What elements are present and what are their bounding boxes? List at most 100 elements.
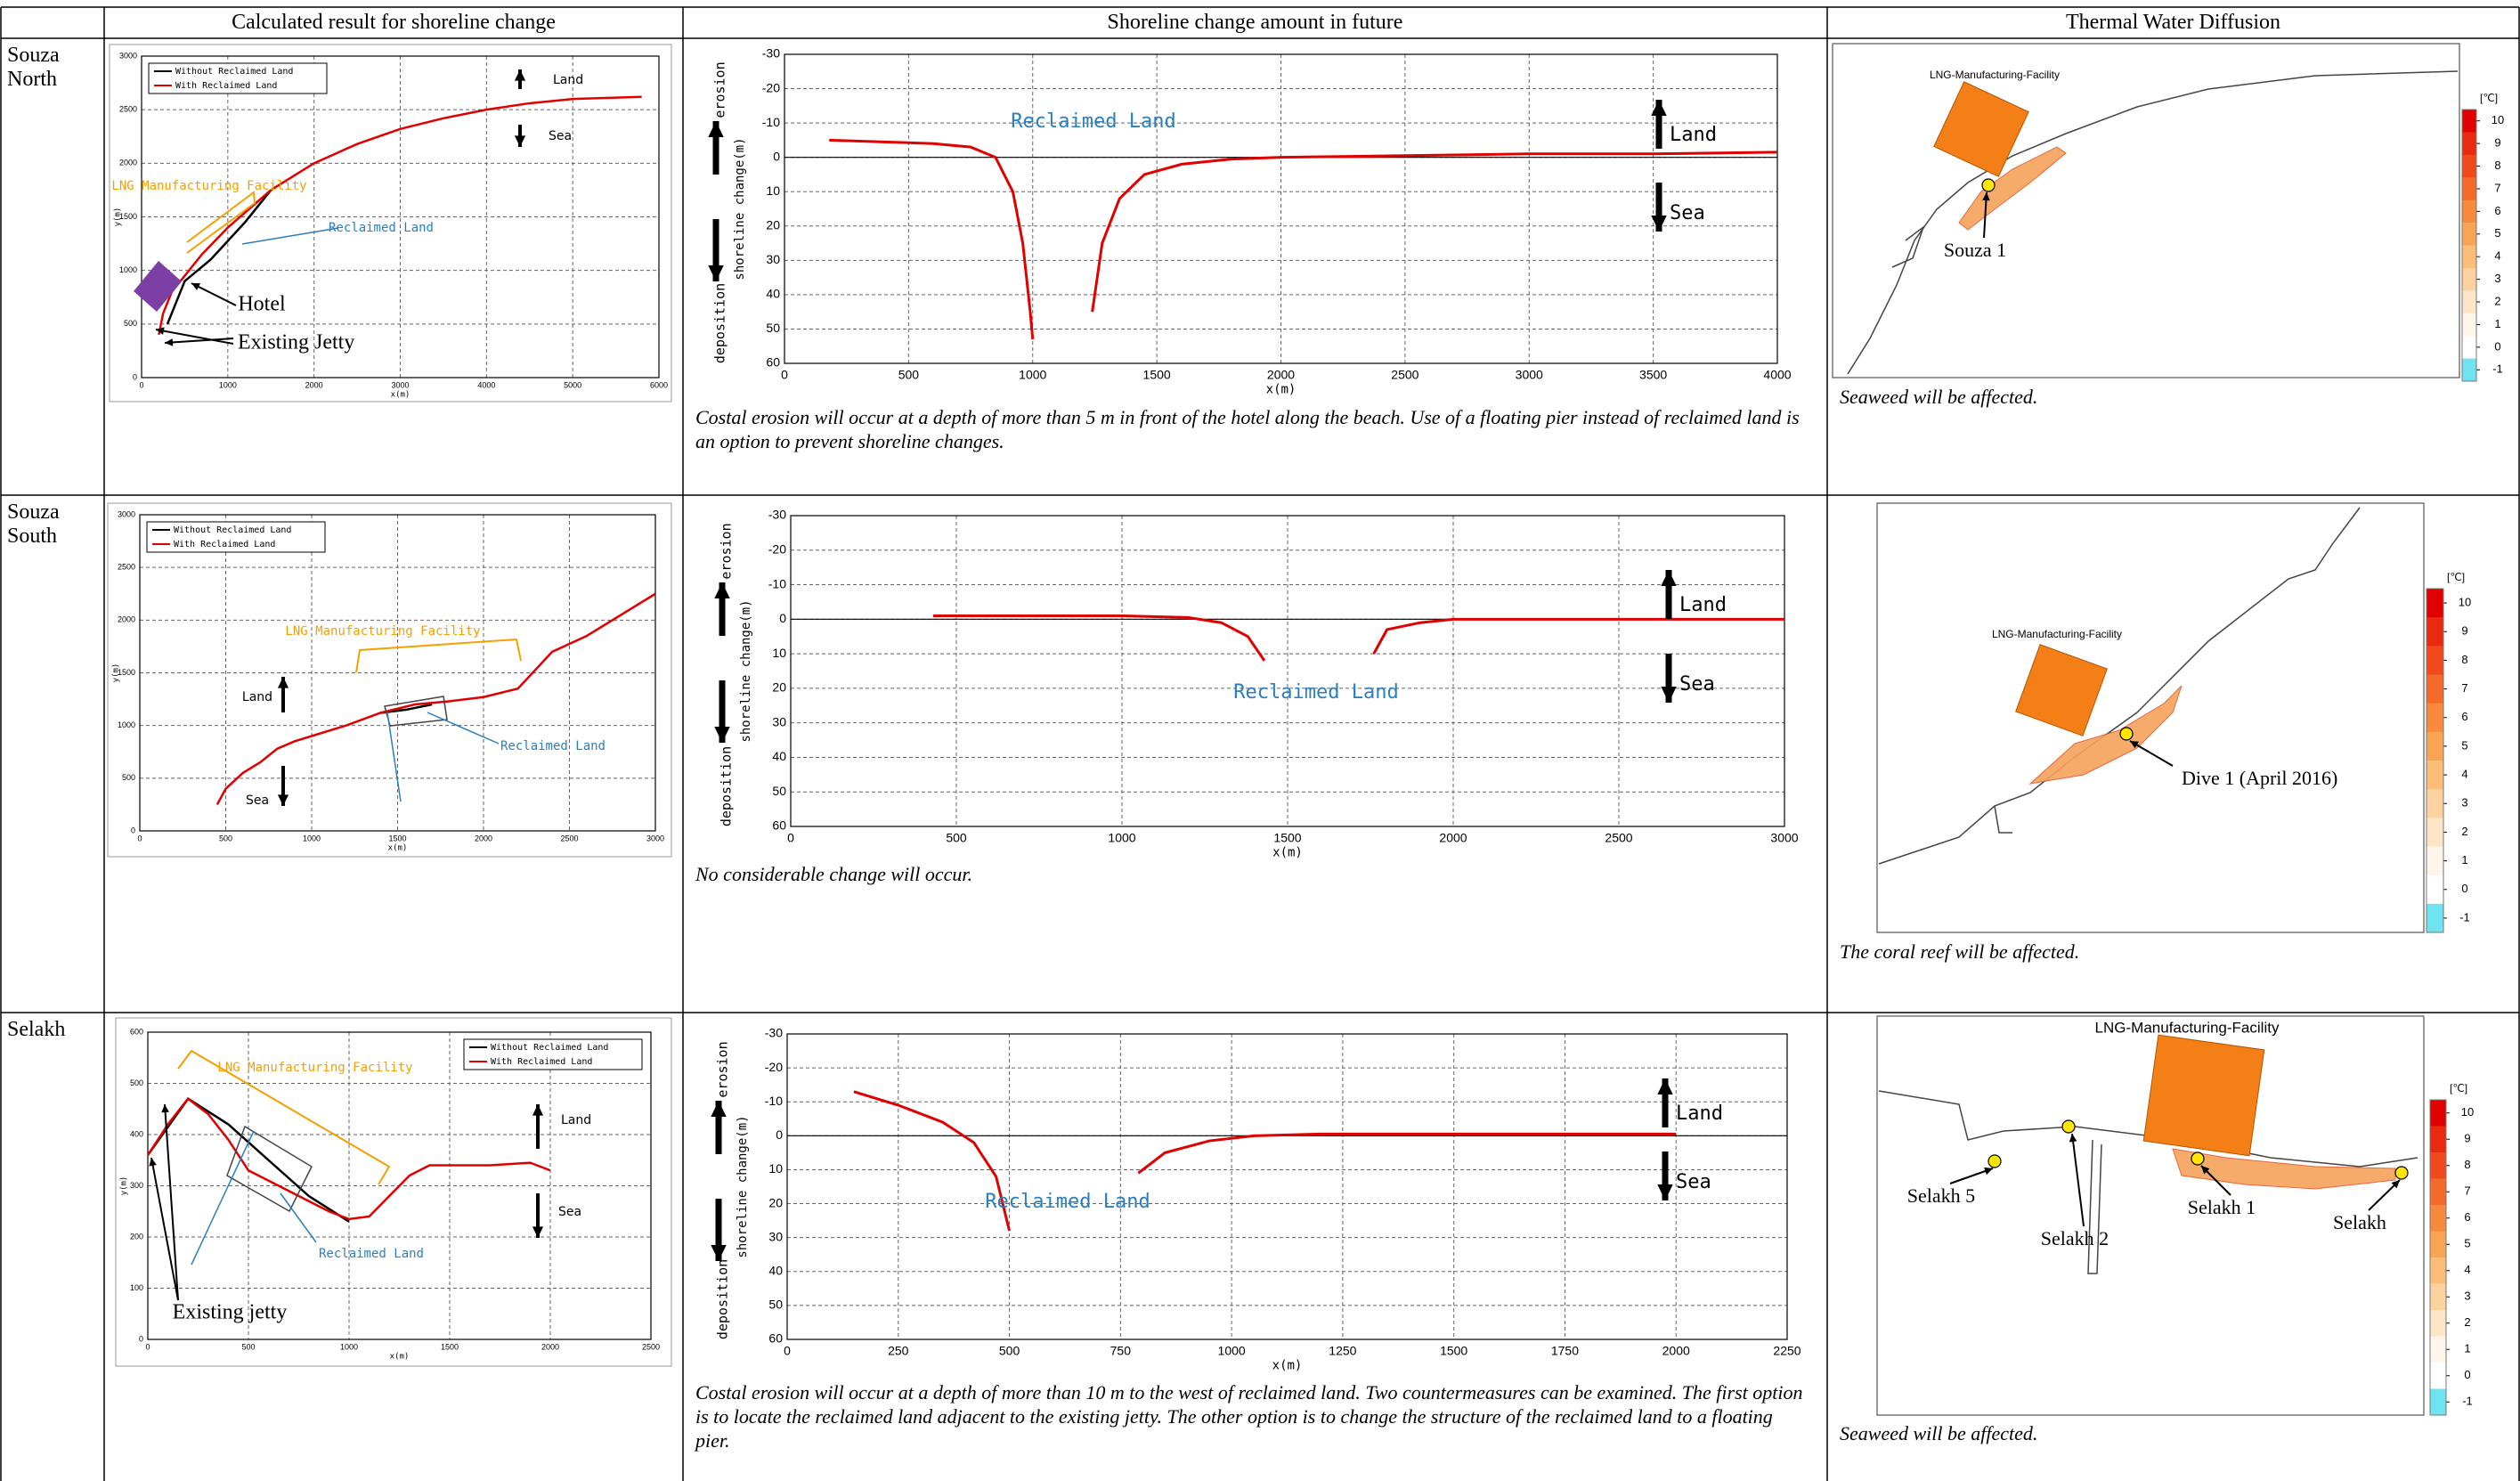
y-axis-label: shoreline change(m) <box>736 1115 750 1257</box>
colorbar-label: 6 <box>2461 710 2467 723</box>
chart-border <box>108 503 671 857</box>
site-label: Dive 1 (April 2016) <box>2182 767 2337 789</box>
x-tick-label: 3000 <box>1516 368 1543 382</box>
colorbar-label: -1 <box>2492 362 2503 376</box>
colorbar-label: 5 <box>2494 226 2500 240</box>
y-tick-label: 20 <box>772 680 786 695</box>
y-tick-label: 30 <box>768 1229 783 1243</box>
y-axis-label: y(m) <box>120 1176 129 1196</box>
colorbar-label: 8 <box>2464 1158 2470 1171</box>
y-tick-label: 200 <box>130 1232 143 1241</box>
colorbar-label: 6 <box>2494 204 2500 217</box>
comment: Costal erosion will occur at a depth of … <box>695 1380 1809 1453</box>
x-tick-label: 1500 <box>441 1342 459 1351</box>
thermal-comment: Seaweed will be affected. <box>1840 1421 2499 1445</box>
colorbar-segment <box>2427 761 2443 790</box>
colorbar-segment <box>2462 268 2476 291</box>
colorbar-label: 9 <box>2494 136 2500 150</box>
row-label: Selakh <box>7 1018 96 1042</box>
annotation: Reclaimed Land <box>1233 681 1398 704</box>
arrow-head <box>711 1245 726 1261</box>
colorbar-segment <box>2430 1310 2446 1337</box>
colorbar-label: 1 <box>2464 1342 2470 1355</box>
x-tick-label: 500 <box>946 831 967 845</box>
colorbar-label: 7 <box>2461 681 2467 695</box>
y-tick-label: 2500 <box>119 105 137 114</box>
annotation: Reclaimed Land <box>319 1247 424 1261</box>
colorbar-label: 10 <box>2459 596 2471 609</box>
colorbar-segment <box>2427 875 2443 905</box>
x-tick-label: 1500 <box>1273 831 1301 845</box>
x-tick-label: 3000 <box>1770 831 1798 845</box>
thermal-comment: The coral reef will be affected. <box>1840 940 2499 964</box>
site-marker <box>2062 1120 2075 1133</box>
x-tick-label: 2000 <box>541 1342 559 1351</box>
arrow-head <box>1661 687 1676 703</box>
y-axis-label: y(m) <box>114 208 123 227</box>
colorbar-segment <box>2462 246 2476 269</box>
site-label: Selakh <box>2333 1211 2386 1233</box>
colorbar-label: 5 <box>2461 738 2467 752</box>
annotation: Existing jetty <box>173 1301 288 1324</box>
annotation: Sea <box>549 129 572 143</box>
y-tick-label: 500 <box>124 319 137 328</box>
x-tick-label: 4000 <box>1763 368 1791 382</box>
annotation: Reclaimed Land <box>500 739 606 753</box>
colorbar-label: -1 <box>2459 910 2470 924</box>
y-tick-label: 50 <box>768 1298 783 1312</box>
y-tick-label: 3000 <box>118 509 135 518</box>
column-header: Shoreline change amount in future <box>683 7 1827 38</box>
x-tick-label: 0 <box>784 1344 791 1358</box>
y-tick-label: 40 <box>772 749 786 763</box>
annotation: LNG Manufacturing Facility <box>285 624 480 639</box>
y-tick-label: 40 <box>768 1263 783 1277</box>
annotation: Land <box>1670 124 1717 146</box>
y-tick-label: 500 <box>130 1078 143 1087</box>
colorbar-segment <box>2430 1205 2446 1232</box>
erosion-label: erosion <box>715 1041 731 1097</box>
y-tick-label: -30 <box>762 46 780 61</box>
colorbar-label: 9 <box>2464 1132 2470 1145</box>
y-tick-label: 0 <box>779 611 786 625</box>
colorbar-label: 2 <box>2461 825 2467 838</box>
annotation: Sea <box>1679 673 1715 696</box>
x-axis-label: x(m) <box>1272 1358 1303 1372</box>
arrow-head <box>708 265 723 281</box>
y-tick-label: 0 <box>773 149 780 163</box>
legend-label: Without Reclaimed Land <box>175 67 293 77</box>
y-tick-label: 400 <box>130 1129 143 1138</box>
colorbar-segment <box>2462 223 2476 246</box>
colorbar-unit: [℃] <box>2450 1082 2467 1094</box>
colorbar-segment <box>2430 1232 2446 1258</box>
colorbar-label: 4 <box>2494 249 2500 263</box>
arrow-head <box>1657 1078 1672 1094</box>
site-label: Selakh 2 <box>2041 1227 2109 1249</box>
annotation: Land <box>561 1113 591 1127</box>
y-tick-label: 60 <box>772 818 786 833</box>
legend-label: With Reclaimed Land <box>491 1057 592 1067</box>
y-tick-label: 100 <box>130 1283 143 1292</box>
x-tick-label: 250 <box>888 1344 909 1358</box>
x-tick-label: 1000 <box>1218 1344 1246 1358</box>
x-tick-label: 2500 <box>1391 368 1419 382</box>
thermal-comment: Seaweed will be affected. <box>1840 385 2499 409</box>
x-tick-label: 2000 <box>1267 368 1295 382</box>
annotation: Reclaimed Land <box>1011 110 1175 133</box>
colorbar-segment <box>2462 336 2476 359</box>
x-tick-label: 2500 <box>1605 831 1632 845</box>
map-frame <box>1833 44 2459 378</box>
colorbar-segment <box>2430 1152 2446 1179</box>
x-axis-label: x(m) <box>388 843 408 852</box>
y-tick-label: -30 <box>765 1026 783 1040</box>
arrow-head <box>1657 1184 1672 1200</box>
y-tick-label: -10 <box>762 115 780 129</box>
x-tick-label: 2500 <box>642 1342 660 1351</box>
colorbar-segment <box>2430 1100 2446 1127</box>
x-axis-label: x(m) <box>1266 382 1297 396</box>
x-tick-label: 1000 <box>1108 831 1135 845</box>
legend-label: Without Reclaimed Land <box>491 1043 608 1053</box>
facility-label: LNG-Manufacturing-Facility <box>2095 1019 2280 1036</box>
x-tick-label: 6000 <box>650 380 668 389</box>
x-tick-label: 1250 <box>1329 1344 1356 1358</box>
x-tick-label: 1500 <box>388 834 406 842</box>
